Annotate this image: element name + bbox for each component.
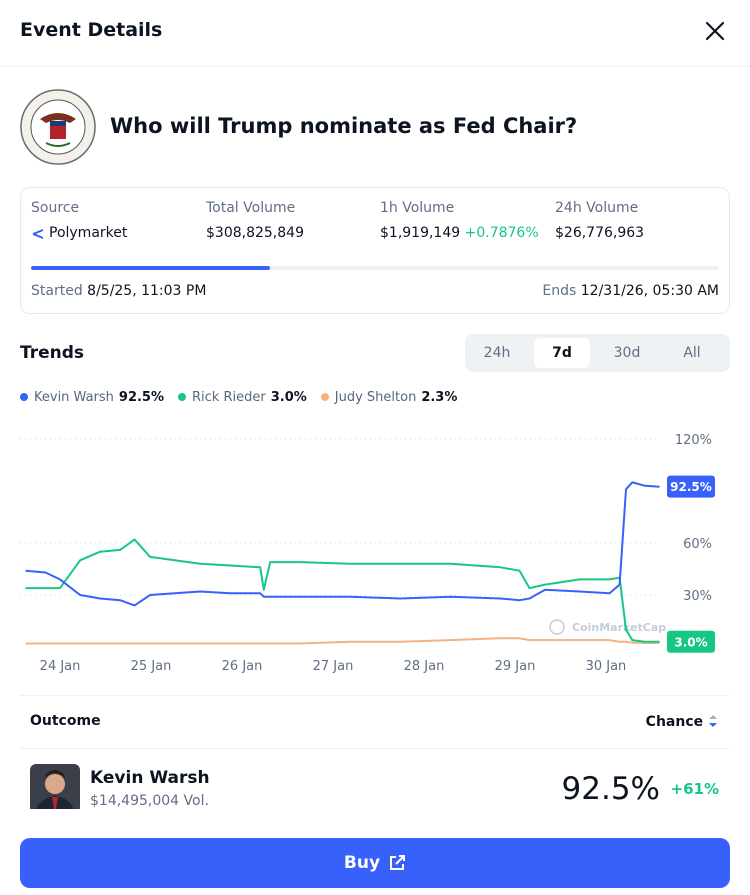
value-badge — [667, 630, 715, 653]
time-tab[interactable]: 30d — [613, 345, 641, 361]
legend-dot — [320, 393, 329, 401]
modal-title: Event Details — [20, 19, 163, 41]
y-tick-label: 30% — [683, 589, 712, 604]
value-badge — [667, 475, 715, 498]
outcome-row[interactable]: Kevin Warsh $14,495,004 Vol. 92.5% +61% — [0, 749, 750, 809]
close-button[interactable] — [703, 19, 727, 43]
end-label: Ends — [542, 283, 577, 299]
series-line — [25, 481, 660, 607]
trends-title: Trends — [20, 343, 85, 363]
legend-name: Rick Rieder — [192, 390, 266, 405]
start-value: 8/5/25, 11:03 PM — [87, 283, 207, 299]
external-icon — [390, 855, 406, 870]
series-line — [25, 538, 660, 643]
divider — [0, 66, 750, 67]
sort-icon — [709, 715, 717, 727]
value-badge-label: 3.0% — [674, 635, 707, 649]
avatar — [30, 764, 80, 809]
x-tick-label: 25 Jan — [131, 659, 172, 674]
stat-label: 24h Volume — [555, 200, 639, 216]
stat-change: +0.7876% — [464, 225, 539, 241]
source-icon — [33, 229, 43, 239]
event-logo — [20, 89, 96, 165]
watermark-logo — [549, 619, 565, 635]
stat-value: $1,919,149 — [380, 225, 461, 241]
progress-fill — [31, 266, 270, 270]
x-tick-label: 28 Jan — [404, 659, 445, 674]
legend-item: Rick Rieder 3.0% — [178, 390, 307, 405]
x-tick-label: 29 Jan — [495, 659, 536, 674]
start-date: Started 8/5/25, 11:03 PM — [31, 283, 206, 299]
outcome-change: +61% — [670, 780, 719, 798]
chance-header[interactable]: Chance — [646, 713, 718, 730]
buy-label: Buy — [343, 853, 381, 873]
time-tab[interactable]: 24h — [483, 345, 511, 361]
start-label: Started — [31, 283, 83, 299]
event-title: Who will Trump nominate as Fed Chair? — [110, 114, 578, 138]
time-tab[interactable]: 7d — [534, 338, 590, 368]
legend-item: Kevin Warsh 92.5% — [20, 390, 164, 405]
legend-item: Judy Shelton 2.3% — [320, 390, 458, 405]
legend-value: 2.3% — [421, 390, 458, 405]
x-tick-label: 26 Jan — [222, 659, 263, 674]
x-tick-label: 27 Jan — [313, 659, 354, 674]
chance-label: Chance — [645, 714, 704, 730]
outcome-header: Outcome — [30, 713, 101, 729]
watermark: CoinMarketCap — [572, 621, 666, 634]
legend-name: Judy Shelton — [334, 390, 417, 405]
chart: 30% 60% 120% 24 Jan 25 Jan 26 Jan 27 Jan 28 Jan… — [20, 433, 715, 674]
y-tick-label: 120% — [675, 433, 712, 448]
progress-track — [31, 266, 719, 270]
stat-value: $26,776,963 — [555, 225, 645, 241]
stat-label: Total Volume — [206, 200, 296, 216]
divider — [20, 695, 730, 696]
end-date: Ends 12/31/26, 05:30 AM — [542, 283, 719, 299]
stat-label: Source — [31, 200, 80, 216]
divider — [20, 748, 730, 749]
outcome-name: Kevin Warsh — [90, 768, 210, 788]
value-badge-label: 92.5% — [670, 480, 712, 494]
legend-name: Kevin Warsh — [34, 390, 114, 405]
buy-button[interactable]: Buy — [20, 838, 730, 888]
stat-value: Polymarket — [49, 225, 128, 241]
legend: Kevin Warsh 92.5% Rick Rieder 3.0% Judy Shel… — [20, 390, 471, 405]
time-tab[interactable]: All — [683, 345, 701, 361]
x-tick-label: 30 Jan — [586, 659, 627, 674]
stat-value: $308,825,849 — [206, 225, 304, 241]
legend-value: 3.0% — [270, 390, 307, 405]
outcome-chance: 92.5% — [561, 771, 660, 807]
legend-dot — [178, 393, 187, 401]
legend-value: 92.5% — [118, 390, 165, 405]
series-line — [25, 637, 660, 645]
stat-value-group: $1,919,149 +0.7876% — [380, 225, 539, 241]
time-tabs: 24h 7d 30d All — [465, 334, 730, 372]
legend-dot — [20, 393, 28, 401]
stat-label: 1h Volume — [380, 200, 455, 216]
end-value: 12/31/26, 05:30 AM — [580, 283, 719, 299]
y-tick-label: 60% — [683, 537, 712, 552]
x-tick-label: 24 Jan — [40, 659, 81, 674]
stats-card — [20, 187, 730, 314]
outcome-volume: $14,495,004 Vol. — [90, 793, 209, 809]
